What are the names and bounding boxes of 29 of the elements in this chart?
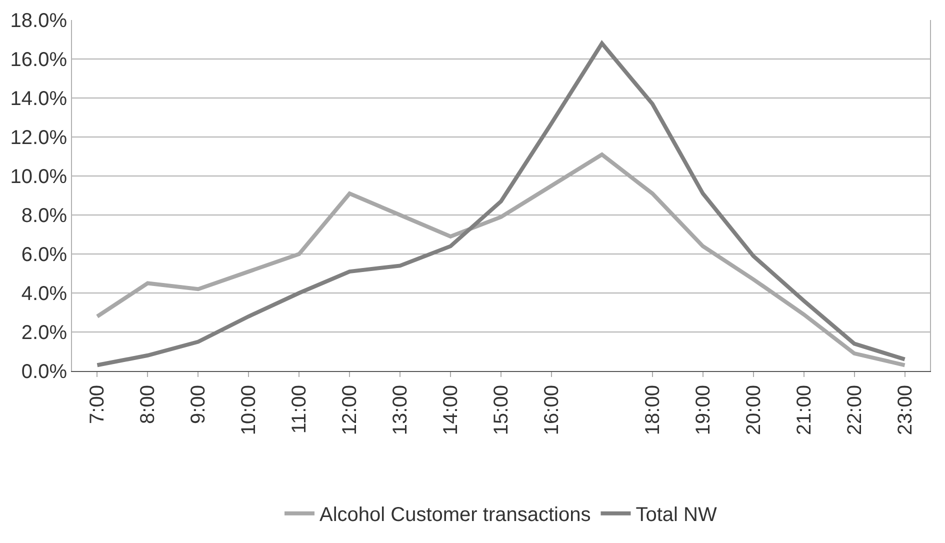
- legend-label: Total NW: [636, 504, 717, 526]
- y-tick-label: 14.0%: [10, 88, 68, 110]
- x-tick-label: 20:00: [742, 385, 765, 436]
- x-tick-label: 19:00: [692, 385, 714, 436]
- x-tick-label: 23:00: [894, 385, 916, 436]
- y-tick-label: 2.0%: [21, 322, 68, 344]
- y-tick-label: 18.0%: [10, 10, 68, 32]
- y-tick-label: 16.0%: [10, 49, 68, 71]
- x-tick-label: 9:00: [188, 385, 210, 424]
- y-tick-label: 4.0%: [21, 283, 68, 305]
- legend-label: Alcohol Customer transactions: [320, 504, 591, 526]
- x-tick-label: 21:00: [793, 385, 816, 436]
- x-tick-label: 13:00: [390, 385, 412, 436]
- x-tick-label: 14:00: [440, 385, 462, 436]
- x-tick-label: 11:00: [288, 385, 311, 434]
- x-tick-label: 12:00: [339, 385, 362, 436]
- y-tick-label: 10.0%: [10, 166, 68, 188]
- x-tick-label: 22:00: [844, 385, 866, 436]
- y-tick-label: 12.0%: [10, 127, 68, 149]
- y-tick-label: 8.0%: [21, 205, 68, 227]
- x-tick-label: 10:00: [238, 385, 260, 436]
- x-tick-label: 16:00: [540, 385, 563, 436]
- line-series: [95, 41, 907, 368]
- x-tick-label: 7:00: [86, 385, 109, 424]
- y-tick-label: 0.0%: [21, 361, 68, 383]
- x-tick-label: 15:00: [490, 385, 512, 436]
- x-tick-label: 8:00: [137, 385, 160, 424]
- y-tick-label: 6.0%: [21, 244, 68, 266]
- x-tick-label: 18:00: [642, 385, 664, 436]
